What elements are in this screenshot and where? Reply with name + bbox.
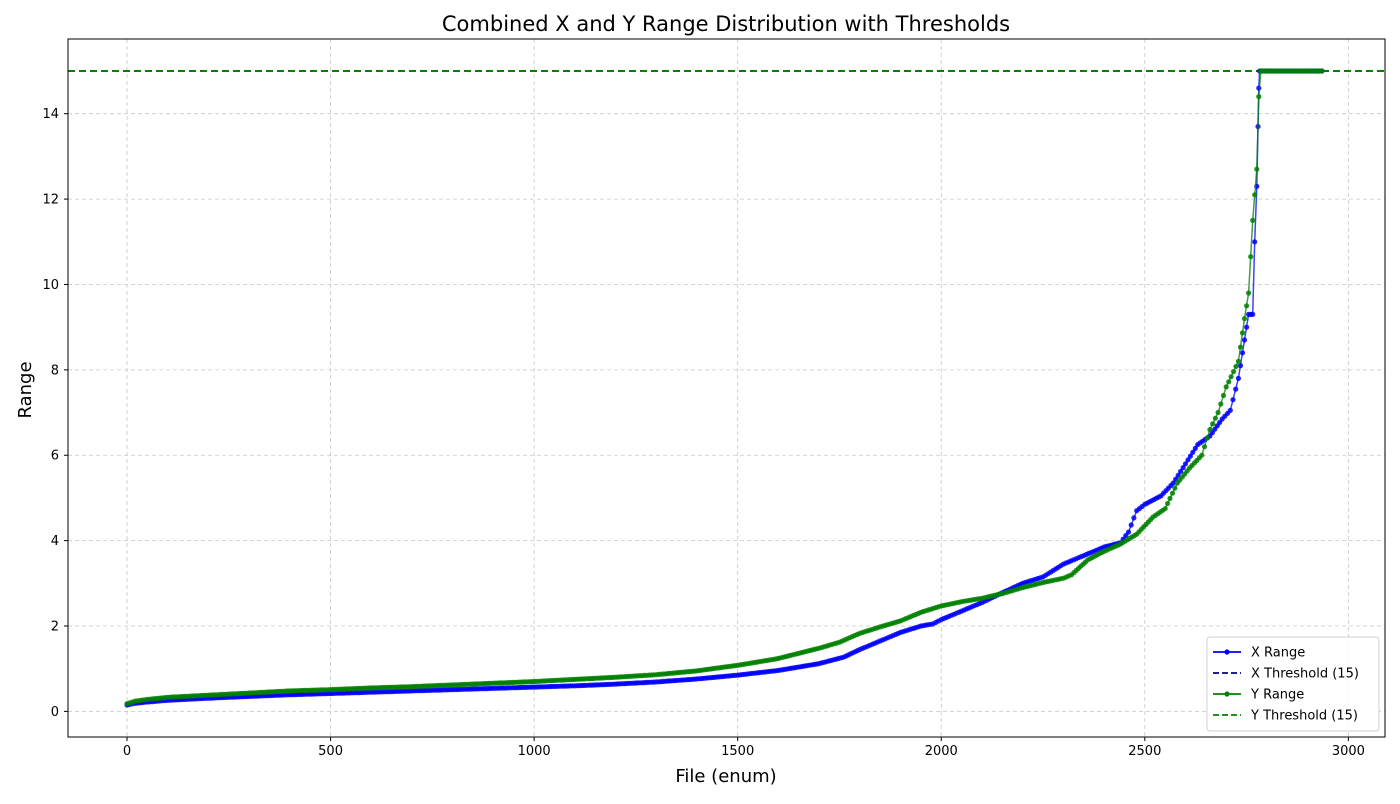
- data-point: [1210, 421, 1216, 427]
- data-point: [1241, 337, 1248, 343]
- data-point: [1233, 363, 1239, 369]
- legend-marker: [1224, 649, 1230, 655]
- legend-box: [1206, 636, 1380, 732]
- data-point: [1182, 461, 1189, 467]
- data-point: [1173, 476, 1179, 482]
- legend-label: X Range: [1251, 646, 1305, 661]
- legend-label: Y Range: [1250, 688, 1304, 703]
- data-point: [1192, 445, 1198, 451]
- data-point: [1212, 415, 1218, 421]
- data-point: [1201, 444, 1208, 450]
- y-tick-label: 6: [51, 449, 59, 464]
- data-point: [1223, 384, 1229, 390]
- data-point: [1220, 392, 1227, 399]
- data-point: [1125, 529, 1132, 535]
- data-point: [1241, 316, 1248, 322]
- data-point: [1252, 239, 1258, 245]
- axis-ticks: 0 500 1000 1500 2000 2500 3000 0 2 4 6 8 10 12 14: [42, 107, 1364, 759]
- y-tick-label: 14: [42, 107, 59, 122]
- x-tick-label: 2000: [925, 744, 958, 759]
- data-point: [1244, 303, 1250, 309]
- x-tick-label: 1000: [518, 744, 551, 759]
- data-point: [1172, 485, 1178, 491]
- data-point: [1235, 358, 1241, 364]
- legend-label: X Threshold (15): [1251, 667, 1359, 682]
- data-point: [1230, 397, 1236, 403]
- data-point: [1178, 468, 1184, 475]
- data-point: [1215, 409, 1221, 416]
- data-point: [1231, 369, 1237, 375]
- data-point: [1319, 68, 1325, 74]
- data-point: [1187, 453, 1193, 459]
- data-point: [1175, 472, 1181, 478]
- data-point: [1167, 495, 1173, 501]
- series-line: [126, 70, 1322, 705]
- data-point: [1252, 192, 1258, 198]
- data-point: [1165, 500, 1171, 507]
- chart-title: Combined X and Y Range Distribution with…: [442, 12, 1010, 36]
- data-point: [1228, 374, 1234, 380]
- data-point: [1244, 324, 1250, 330]
- plot-frame: [67, 38, 1386, 738]
- series-markers: [124, 68, 1325, 708]
- legend: X Range X Threshold (15) Y Range Y Threshol…: [1206, 636, 1380, 732]
- data-point: [1233, 386, 1239, 392]
- y-tick-label: 0: [51, 705, 59, 720]
- data-point: [1207, 427, 1213, 433]
- data-point: [1180, 465, 1186, 471]
- y-tick-label: 12: [42, 193, 59, 208]
- x-tick-label: 2500: [1128, 744, 1161, 759]
- data-point: [1250, 217, 1256, 223]
- data-point: [1185, 457, 1191, 463]
- data-point: [1235, 375, 1241, 381]
- data-point: [1226, 379, 1232, 385]
- data-point: [1199, 452, 1205, 458]
- x-tick-label: 0: [123, 744, 131, 759]
- data-point: [1237, 363, 1244, 369]
- data-point: [1248, 254, 1254, 260]
- data-point: [1123, 533, 1129, 539]
- data-point: [1128, 522, 1134, 528]
- data-point: [1204, 435, 1210, 441]
- legend-marker: [1224, 691, 1230, 697]
- x-axis-label: File (enum): [675, 766, 776, 787]
- data-point: [1218, 401, 1224, 407]
- y-tick-label: 8: [51, 363, 59, 378]
- y-tick-label: 2: [51, 620, 59, 635]
- y-tick-label: 10: [42, 278, 59, 293]
- data-point: [1250, 311, 1256, 317]
- data-point: [1170, 480, 1176, 486]
- data-point: [1237, 344, 1244, 350]
- data-point: [1246, 290, 1252, 296]
- data-point: [1227, 407, 1233, 413]
- series-markers: [124, 68, 1325, 707]
- data-point: [1190, 449, 1196, 455]
- y-axis-label: Range: [15, 361, 36, 418]
- x-tick-label: 3000: [1332, 744, 1365, 759]
- grid: [68, 39, 1385, 737]
- data-point: [1169, 490, 1176, 496]
- series-lines: [124, 68, 1325, 708]
- data-point: [1239, 330, 1246, 336]
- data-point: [1162, 506, 1168, 512]
- data-point: [1256, 94, 1262, 100]
- data-point: [1239, 350, 1246, 356]
- data-point: [1254, 166, 1260, 172]
- data-point: [1131, 515, 1137, 521]
- x-tick-label: 1500: [721, 744, 754, 759]
- x-tick-label: 500: [318, 744, 343, 759]
- series-line: [126, 70, 1322, 706]
- y-tick-label: 4: [51, 534, 59, 549]
- legend-label: Y Threshold (15): [1250, 709, 1358, 724]
